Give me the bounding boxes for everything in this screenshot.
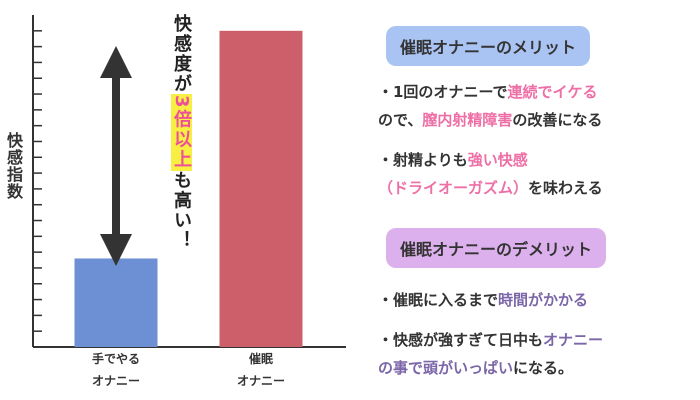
demerit-header: 催眠オナニーのデメリット: [378, 228, 700, 268]
merit-p1-text2: ので、: [378, 111, 423, 129]
annotation-text-before: 快感度が: [171, 14, 192, 94]
merit-point-2: ・射精よりも強い快感 （ドライオーガズム）を味わえる: [378, 146, 700, 202]
demerit-p2-text2: になる。: [513, 359, 574, 377]
merit-p1-emphasis2: 膣内射精障害: [422, 111, 513, 129]
merit-p2-emphasis: 強い快感: [467, 151, 528, 169]
merit-point-1: ・1回のオナニーで連続でイケる ので、膣内射精障害の改善になる: [378, 78, 700, 134]
demerit-point-2: ・快感が強すぎて日中もオナニー の事で頭がいっぱいになる。: [378, 326, 700, 382]
merit-header: 催眠オナニーのメリット: [378, 26, 700, 66]
y-axis-title: 快感指数: [4, 132, 23, 200]
merit-title-pill: 催眠オナニーのメリット: [386, 26, 591, 66]
demerit-point-1: ・催眠に入るまで時間がかかる: [378, 286, 700, 314]
annotation-highlight: 3倍以上: [171, 94, 192, 171]
merit-p2-text: ・射精よりも: [378, 151, 468, 169]
bar-1: [219, 30, 303, 348]
demerit-p2-emphasis2: の事で頭がいっぱい: [378, 359, 514, 377]
merit-p1-emphasis: 連続でイケる: [507, 83, 598, 101]
merit-p2-text2: を味わえる: [528, 179, 603, 197]
annotation-text-after: も高い！: [171, 170, 192, 251]
demerit-p1-emphasis: 時間がかかる: [498, 291, 589, 309]
merit-p1-text3: の改善になる: [512, 111, 603, 129]
demerit-title-pill: 催眠オナニーのデメリット: [386, 228, 607, 268]
merit-p1-text: ・1回のオナニーで: [378, 83, 508, 101]
demerit-p1-text: ・催眠に入るまで: [378, 291, 499, 309]
merit-p2-emphasis2: （ドライオーガズム）: [378, 179, 529, 197]
chart-annotation: 快感度が3倍以上も高い！: [156, 14, 196, 251]
y-axis-ticks: [33, 30, 42, 332]
bar-0: [74, 258, 158, 347]
demerit-p2-text: ・快感が強すぎて日中も: [378, 331, 544, 349]
demerit-p2-emphasis: オナニー: [543, 331, 604, 349]
x-tick-label-hypnosis: 催眠 オナニー: [236, 352, 285, 388]
x-tick-label-hand: 手でやる オナニー: [91, 352, 140, 388]
